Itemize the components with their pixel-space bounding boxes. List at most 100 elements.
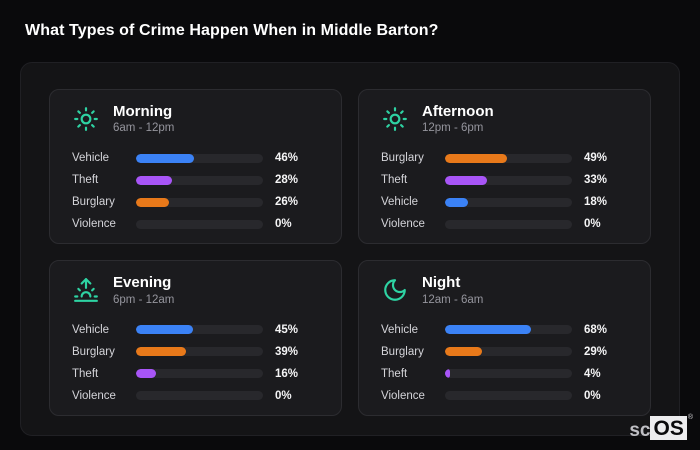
bar-percent-value: 16% xyxy=(275,367,299,380)
page-title: What Types of Crime Happen When in Middl… xyxy=(25,22,439,39)
bar-rows: Vehicle 45% Burglary 39% Theft 16% Viole… xyxy=(72,319,319,407)
crime-category-label: Violence xyxy=(72,218,116,231)
crime-bar-row: Burglary 49% xyxy=(381,147,628,169)
bar-percent-value: 4% xyxy=(584,367,601,380)
bar-percent-value: 0% xyxy=(275,218,292,231)
crime-category-label: Theft xyxy=(72,367,99,380)
card-subtitle: 6am - 12pm xyxy=(113,122,175,135)
bar-fill xyxy=(136,369,157,378)
bar-fill xyxy=(136,347,186,356)
sun-icon xyxy=(381,105,409,133)
card-subtitle: 6pm - 12am xyxy=(113,293,175,306)
bar-track xyxy=(445,197,572,207)
crime-category-label: Vehicle xyxy=(72,323,110,336)
bar-fill xyxy=(445,369,451,378)
bar-fill xyxy=(136,175,172,185)
crime-category-label: Vehicle xyxy=(381,323,419,336)
bar-rows: Vehicle 46% Theft 28% Burglary 26% Viole… xyxy=(72,147,319,235)
sunrise-icon xyxy=(72,276,100,304)
crime-category-label: Violence xyxy=(72,389,116,402)
time-period-card-afternoon: Afternoon 12pm - 6pm Burglary 49% Theft … xyxy=(358,89,651,245)
crime-bar-row: Vehicle 45% xyxy=(72,319,319,341)
crime-bar-row: Theft 4% xyxy=(381,363,628,385)
crime-bar-row: Vehicle 46% xyxy=(72,147,319,169)
card-title: Afternoon xyxy=(422,103,494,120)
time-period-card-morning: Morning 6am - 12pm Vehicle 46% Theft 28%… xyxy=(49,89,342,245)
bar-fill xyxy=(445,197,468,207)
scos-logo-suffix: OS xyxy=(650,416,687,440)
crime-category-label: Burglary xyxy=(72,196,115,209)
bar-fill xyxy=(136,325,194,334)
sun-icon xyxy=(72,105,100,133)
bar-fill xyxy=(136,153,195,163)
bar-percent-value: 46% xyxy=(275,152,299,165)
bar-track xyxy=(136,391,263,400)
bar-fill xyxy=(136,197,170,207)
bar-track xyxy=(136,219,263,229)
time-period-card-night: Night 12am - 6am Vehicle 68% Burglary 29… xyxy=(358,260,651,416)
bar-track xyxy=(445,175,572,185)
crime-category-label: Vehicle xyxy=(381,196,419,209)
bar-fill xyxy=(445,347,482,356)
moon-icon xyxy=(381,276,409,304)
crime-bar-row: Burglary 26% xyxy=(72,191,319,213)
bar-track xyxy=(445,325,572,334)
card-title: Night xyxy=(422,274,461,292)
bar-percent-value: 0% xyxy=(275,389,292,402)
bar-track xyxy=(136,153,263,163)
crime-category-label: Theft xyxy=(381,367,408,380)
card-title: Morning xyxy=(113,103,173,120)
bar-fill xyxy=(445,175,487,185)
crime-category-label: Burglary xyxy=(381,345,424,358)
bar-track xyxy=(445,219,572,229)
bar-percent-value: 68% xyxy=(584,323,608,336)
crime-bar-row: Violence 0% xyxy=(381,213,628,235)
crime-category-label: Theft xyxy=(72,174,99,187)
bar-percent-value: 18% xyxy=(584,196,608,209)
card-subtitle: 12pm - 6pm xyxy=(422,122,484,135)
bar-track xyxy=(445,391,572,400)
crime-bar-row: Burglary 29% xyxy=(381,341,628,363)
bar-track xyxy=(136,197,263,207)
crime-bar-row: Vehicle 68% xyxy=(381,319,628,341)
bar-track xyxy=(136,369,263,378)
registered-trademark-icon: ® xyxy=(687,414,693,421)
crime-category-label: Violence xyxy=(381,218,425,231)
bar-percent-value: 39% xyxy=(275,345,299,358)
bar-percent-value: 26% xyxy=(275,196,299,209)
bar-percent-value: 45% xyxy=(275,323,299,336)
card-title: Evening xyxy=(113,274,172,292)
crime-category-label: Theft xyxy=(381,174,408,187)
scos-logo-prefix: sc xyxy=(629,420,651,441)
bar-percent-value: 29% xyxy=(584,345,608,358)
crime-bar-row: Burglary 39% xyxy=(72,341,319,363)
crime-bar-row: Vehicle 18% xyxy=(381,191,628,213)
bar-track xyxy=(136,325,263,334)
crime-category-label: Burglary xyxy=(72,345,115,358)
bar-percent-value: 0% xyxy=(584,218,601,231)
bar-percent-value: 28% xyxy=(275,174,299,187)
crime-bar-row: Theft 28% xyxy=(72,169,319,191)
bar-rows: Burglary 49% Theft 33% Vehicle 18% Viole… xyxy=(381,147,628,235)
crime-bar-row: Violence 0% xyxy=(381,385,628,407)
crime-bar-row: Theft 33% xyxy=(381,169,628,191)
bar-fill xyxy=(445,153,508,163)
crime-category-label: Burglary xyxy=(381,152,424,165)
crime-category-label: Vehicle xyxy=(72,152,110,165)
bar-percent-value: 0% xyxy=(584,389,601,402)
card-header: Evening 6pm - 12am xyxy=(72,274,319,306)
crime-panels-container: Morning 6am - 12pm Vehicle 46% Theft 28%… xyxy=(20,62,680,436)
bar-track xyxy=(136,347,263,356)
bar-percent-value: 33% xyxy=(584,174,608,187)
card-subtitle: 12am - 6am xyxy=(422,293,484,306)
bar-rows: Vehicle 68% Burglary 29% Theft 4% Violen… xyxy=(381,319,628,407)
scos-logo: sc OS ® xyxy=(629,414,693,441)
crime-bar-row: Violence 0% xyxy=(72,213,319,235)
bar-track xyxy=(445,153,572,163)
time-period-card-evening: Evening 6pm - 12am Vehicle 45% Burglary … xyxy=(49,260,342,416)
bar-fill xyxy=(445,325,532,334)
bar-track xyxy=(445,369,572,378)
bar-track xyxy=(445,347,572,356)
bar-track xyxy=(136,175,263,185)
bar-percent-value: 49% xyxy=(584,152,608,165)
